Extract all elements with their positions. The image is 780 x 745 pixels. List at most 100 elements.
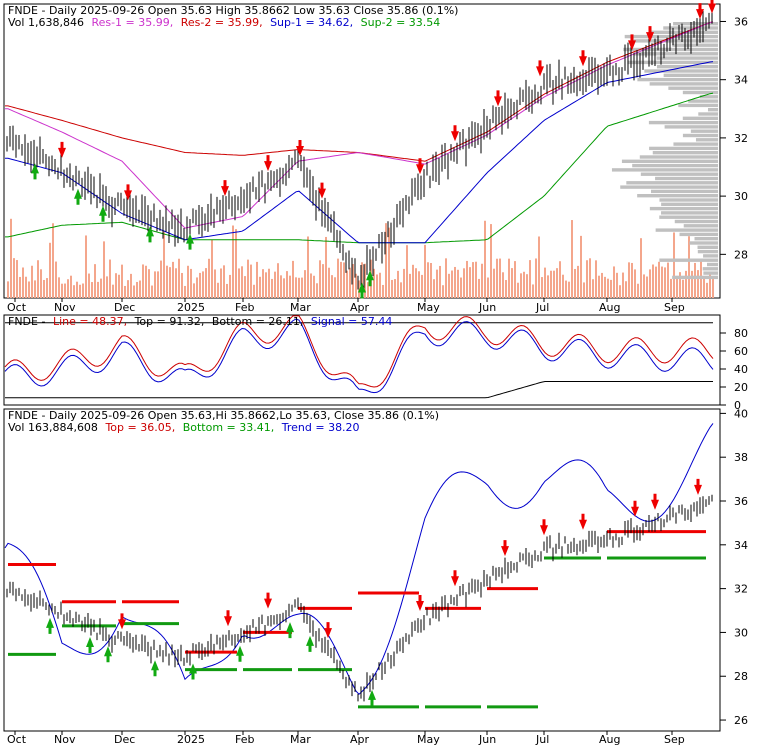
volume-bar — [178, 258, 180, 298]
volume-profile-bar — [682, 90, 718, 95]
volume-bar — [37, 260, 39, 298]
volume-bar — [673, 232, 675, 298]
volume-bar — [439, 265, 441, 298]
volume-bar — [640, 238, 642, 298]
x-tick-label: Sep — [664, 733, 685, 745]
volume-bar — [280, 275, 282, 298]
volume-bar — [169, 267, 171, 298]
x-tick-label: Jul — [535, 733, 549, 745]
sell-arrow — [264, 155, 272, 172]
volume-bar — [82, 283, 84, 298]
y-tick-label: 80 — [734, 327, 748, 340]
volume-profile-bar — [663, 73, 718, 77]
volume-bar — [88, 273, 90, 298]
trend-candles — [6, 494, 713, 702]
volume-bar — [154, 271, 156, 298]
volume-bar — [202, 271, 204, 298]
y-tick-label: 36 — [734, 495, 748, 508]
buy-arrow — [99, 205, 107, 222]
volume-profile-bar — [706, 262, 718, 267]
volume-bar — [679, 272, 681, 298]
sup-1-line — [5, 61, 714, 244]
volume-bar — [382, 284, 384, 298]
sell-arrow — [501, 540, 509, 557]
volume-profile-bar — [688, 99, 718, 103]
volume-bar — [589, 258, 591, 298]
volume-bar — [325, 236, 327, 298]
volume-profile-bar — [703, 271, 718, 275]
volume-bar — [127, 280, 129, 298]
volume-bar — [634, 269, 636, 298]
x-tick-label: Dec — [114, 733, 135, 745]
sell-arrow — [318, 182, 326, 199]
volume-profile-bar — [690, 129, 718, 133]
volume-bar — [157, 271, 159, 298]
volume-bar — [553, 270, 555, 298]
volume-bar — [415, 268, 417, 298]
volume-profile-bar — [695, 138, 718, 142]
volume-bar — [259, 276, 261, 298]
volume-bar — [565, 280, 567, 298]
volume-bar — [424, 244, 426, 298]
volume-bar — [253, 284, 255, 298]
volume-bar — [121, 264, 123, 298]
volume-bar — [319, 260, 321, 298]
volume-bar — [223, 265, 225, 298]
volume-bar — [418, 271, 420, 298]
volume-bar — [334, 277, 336, 298]
x-tick-label: Nov — [54, 733, 76, 745]
volume-bar — [247, 259, 249, 298]
line-oscillator-line — [4, 318, 714, 394]
volume-bar — [337, 258, 339, 298]
volume-bar — [235, 229, 237, 298]
volume-profile-bar — [656, 56, 718, 60]
panel3-title: FNDE - Daily 2025-09-26 Open 35.63,Hi 35… — [8, 409, 439, 422]
buy-arrow — [46, 617, 54, 634]
volume-bar — [652, 264, 654, 298]
volume-profile-bar — [639, 155, 718, 159]
volume-bar — [580, 235, 582, 298]
volume-bar — [526, 274, 528, 298]
volume-bar — [289, 275, 291, 298]
buy-arrow — [31, 163, 39, 180]
sell-arrow — [264, 592, 272, 609]
buy-arrow — [366, 270, 374, 287]
volume-bar — [547, 275, 549, 298]
volume-bar — [328, 267, 330, 298]
y-tick-label: 28 — [734, 670, 748, 683]
x-tick-label: 2025 — [177, 301, 205, 314]
x-tick-label: Apr — [350, 733, 370, 745]
volume-bar — [211, 240, 213, 298]
volume-bar — [712, 278, 714, 298]
oscillator-y-axis: 80 60 40 20 0 — [720, 327, 748, 412]
volume-profile-bar — [661, 211, 718, 215]
oscillator-lines — [4, 315, 714, 399]
volume-profile-bar — [624, 34, 718, 39]
volume-bar — [616, 272, 618, 298]
volume-bar — [703, 277, 705, 298]
volume-bar — [70, 275, 72, 298]
volume-profile-bar — [682, 116, 718, 120]
x-tick-label: Jul — [535, 301, 549, 314]
sell-arrow — [540, 519, 548, 536]
sell-arrow — [631, 500, 639, 517]
volume-bar — [295, 277, 297, 298]
sup1-label: Sup-1 = 34.62, — [270, 16, 353, 29]
sell-arrow — [451, 570, 459, 587]
volume-bar — [472, 262, 474, 298]
sell-arrow — [579, 513, 587, 530]
sell-arrow — [221, 180, 229, 197]
volume-bar — [661, 266, 663, 298]
volume-bar — [607, 278, 609, 298]
sell-arrow — [536, 60, 544, 77]
volume-profile-bar — [640, 172, 718, 176]
volume-bar — [106, 276, 108, 298]
volume-bar — [55, 261, 57, 298]
buy-arrow — [189, 663, 197, 680]
volume-bar — [556, 268, 558, 298]
volume-bar — [193, 283, 195, 298]
x-tick-label: Feb — [235, 301, 254, 314]
volume-bar — [229, 274, 231, 298]
volume-bar — [139, 280, 141, 298]
osc-signal-label: Signal = 57.44 — [311, 315, 393, 328]
